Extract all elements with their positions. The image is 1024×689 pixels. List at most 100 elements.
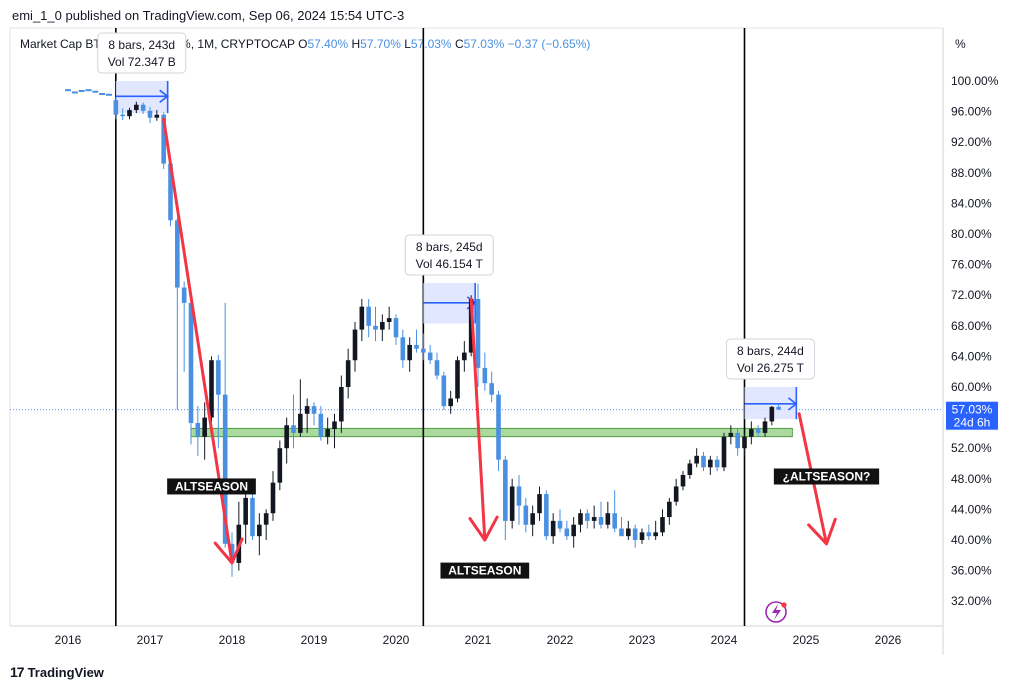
candle [557,520,563,529]
low-value: 57.03% [410,37,452,51]
trend-arrow-line [162,117,234,565]
bar-countdown: 24d 6h [954,416,991,430]
altseason-label-box [440,562,530,579]
trend-arrowhead [213,537,244,565]
candle [673,486,679,502]
candle [380,321,385,330]
candle [462,352,467,361]
candle [270,482,276,514]
candle [441,375,447,407]
candle [243,497,248,525]
open-value: 57.40% [307,37,349,51]
candle [509,486,515,521]
y-tick-label: 72.00% [951,288,992,302]
candle [639,532,645,540]
candle [345,360,351,387]
tradingview-logo[interactable]: 17 TradingView [10,664,104,680]
candle [434,360,440,376]
altseason-label: ALTSEASON [175,479,248,493]
altseason-label-box [773,468,880,485]
candle [626,528,631,537]
candle [482,367,488,384]
candle [468,299,474,353]
measure-arrowhead [787,397,798,411]
candle [448,398,453,407]
x-tick-label: 2026 [875,633,902,647]
measure-volume-label: Vol 72.347 B [108,55,176,69]
candle [776,406,781,410]
low-label: L [404,37,411,51]
candle [147,110,153,118]
candle [544,494,549,537]
candle [708,459,713,468]
price-unit-label: % [955,37,966,51]
x-tick-label: 2019 [301,633,328,647]
candle [250,497,255,537]
candle [393,318,399,338]
candle [386,318,392,322]
x-tick-label: 2023 [629,633,656,647]
candle [619,528,624,537]
candle [154,114,160,118]
candle [694,455,699,464]
candle [537,494,542,514]
candle [134,104,139,111]
lightning-icon[interactable] [765,601,787,623]
candle [352,329,358,361]
candle [523,505,529,525]
candle [263,513,269,525]
altseason-label-box [167,478,256,495]
x-tick-label: 2016 [55,633,82,647]
x-tick-label: 2017 [137,633,164,647]
tradingview-logo-text: TradingView [27,664,104,680]
candle [209,360,214,418]
trend-arrowhead [468,515,499,542]
candle [755,429,761,433]
y-tick-label: 68.00% [951,319,992,333]
candle [140,104,146,111]
trend-arrowhead [807,517,837,546]
y-tick-label: 88.00% [951,166,992,180]
y-tick-label: 48.00% [951,472,992,486]
candle [120,114,125,117]
candle [728,432,734,437]
lightning-icon-bolt [772,604,781,620]
x-tick-label: 2022 [547,633,574,647]
candle [605,513,611,525]
lightning-icon-dot [781,602,787,608]
candle [714,459,720,468]
candle [168,163,173,221]
y-tick-label: 64.00% [951,349,992,363]
close-label: C [454,37,464,51]
candle [291,425,296,433]
candle [311,406,317,414]
candle [181,287,187,303]
y-tick-label: 84.00% [951,196,992,210]
candle [687,463,693,475]
candle [216,360,221,395]
candle [298,413,303,433]
candle [591,517,597,521]
candle [195,422,201,437]
candle [304,406,310,414]
candle [414,344,419,349]
lightning-icon-ring [765,601,787,623]
candle [455,360,460,399]
candle [653,532,658,537]
x-tick-label: 2024 [711,633,738,647]
candle [339,387,344,422]
candle [585,513,590,521]
measure-bars-label: 8 bars, 243d [108,38,175,52]
measure-bars-label: 8 bars, 244d [737,344,804,358]
candle [503,459,508,521]
candle [325,429,330,437]
candle [550,520,556,537]
altseason-label: ALTSEASON [448,564,521,578]
candle [332,421,337,430]
close-value: 57.03% [463,37,505,51]
candle [175,220,180,288]
y-tick-label: 44.00% [951,502,992,516]
y-tick-label: 40.00% [951,533,992,547]
candle [749,429,754,437]
